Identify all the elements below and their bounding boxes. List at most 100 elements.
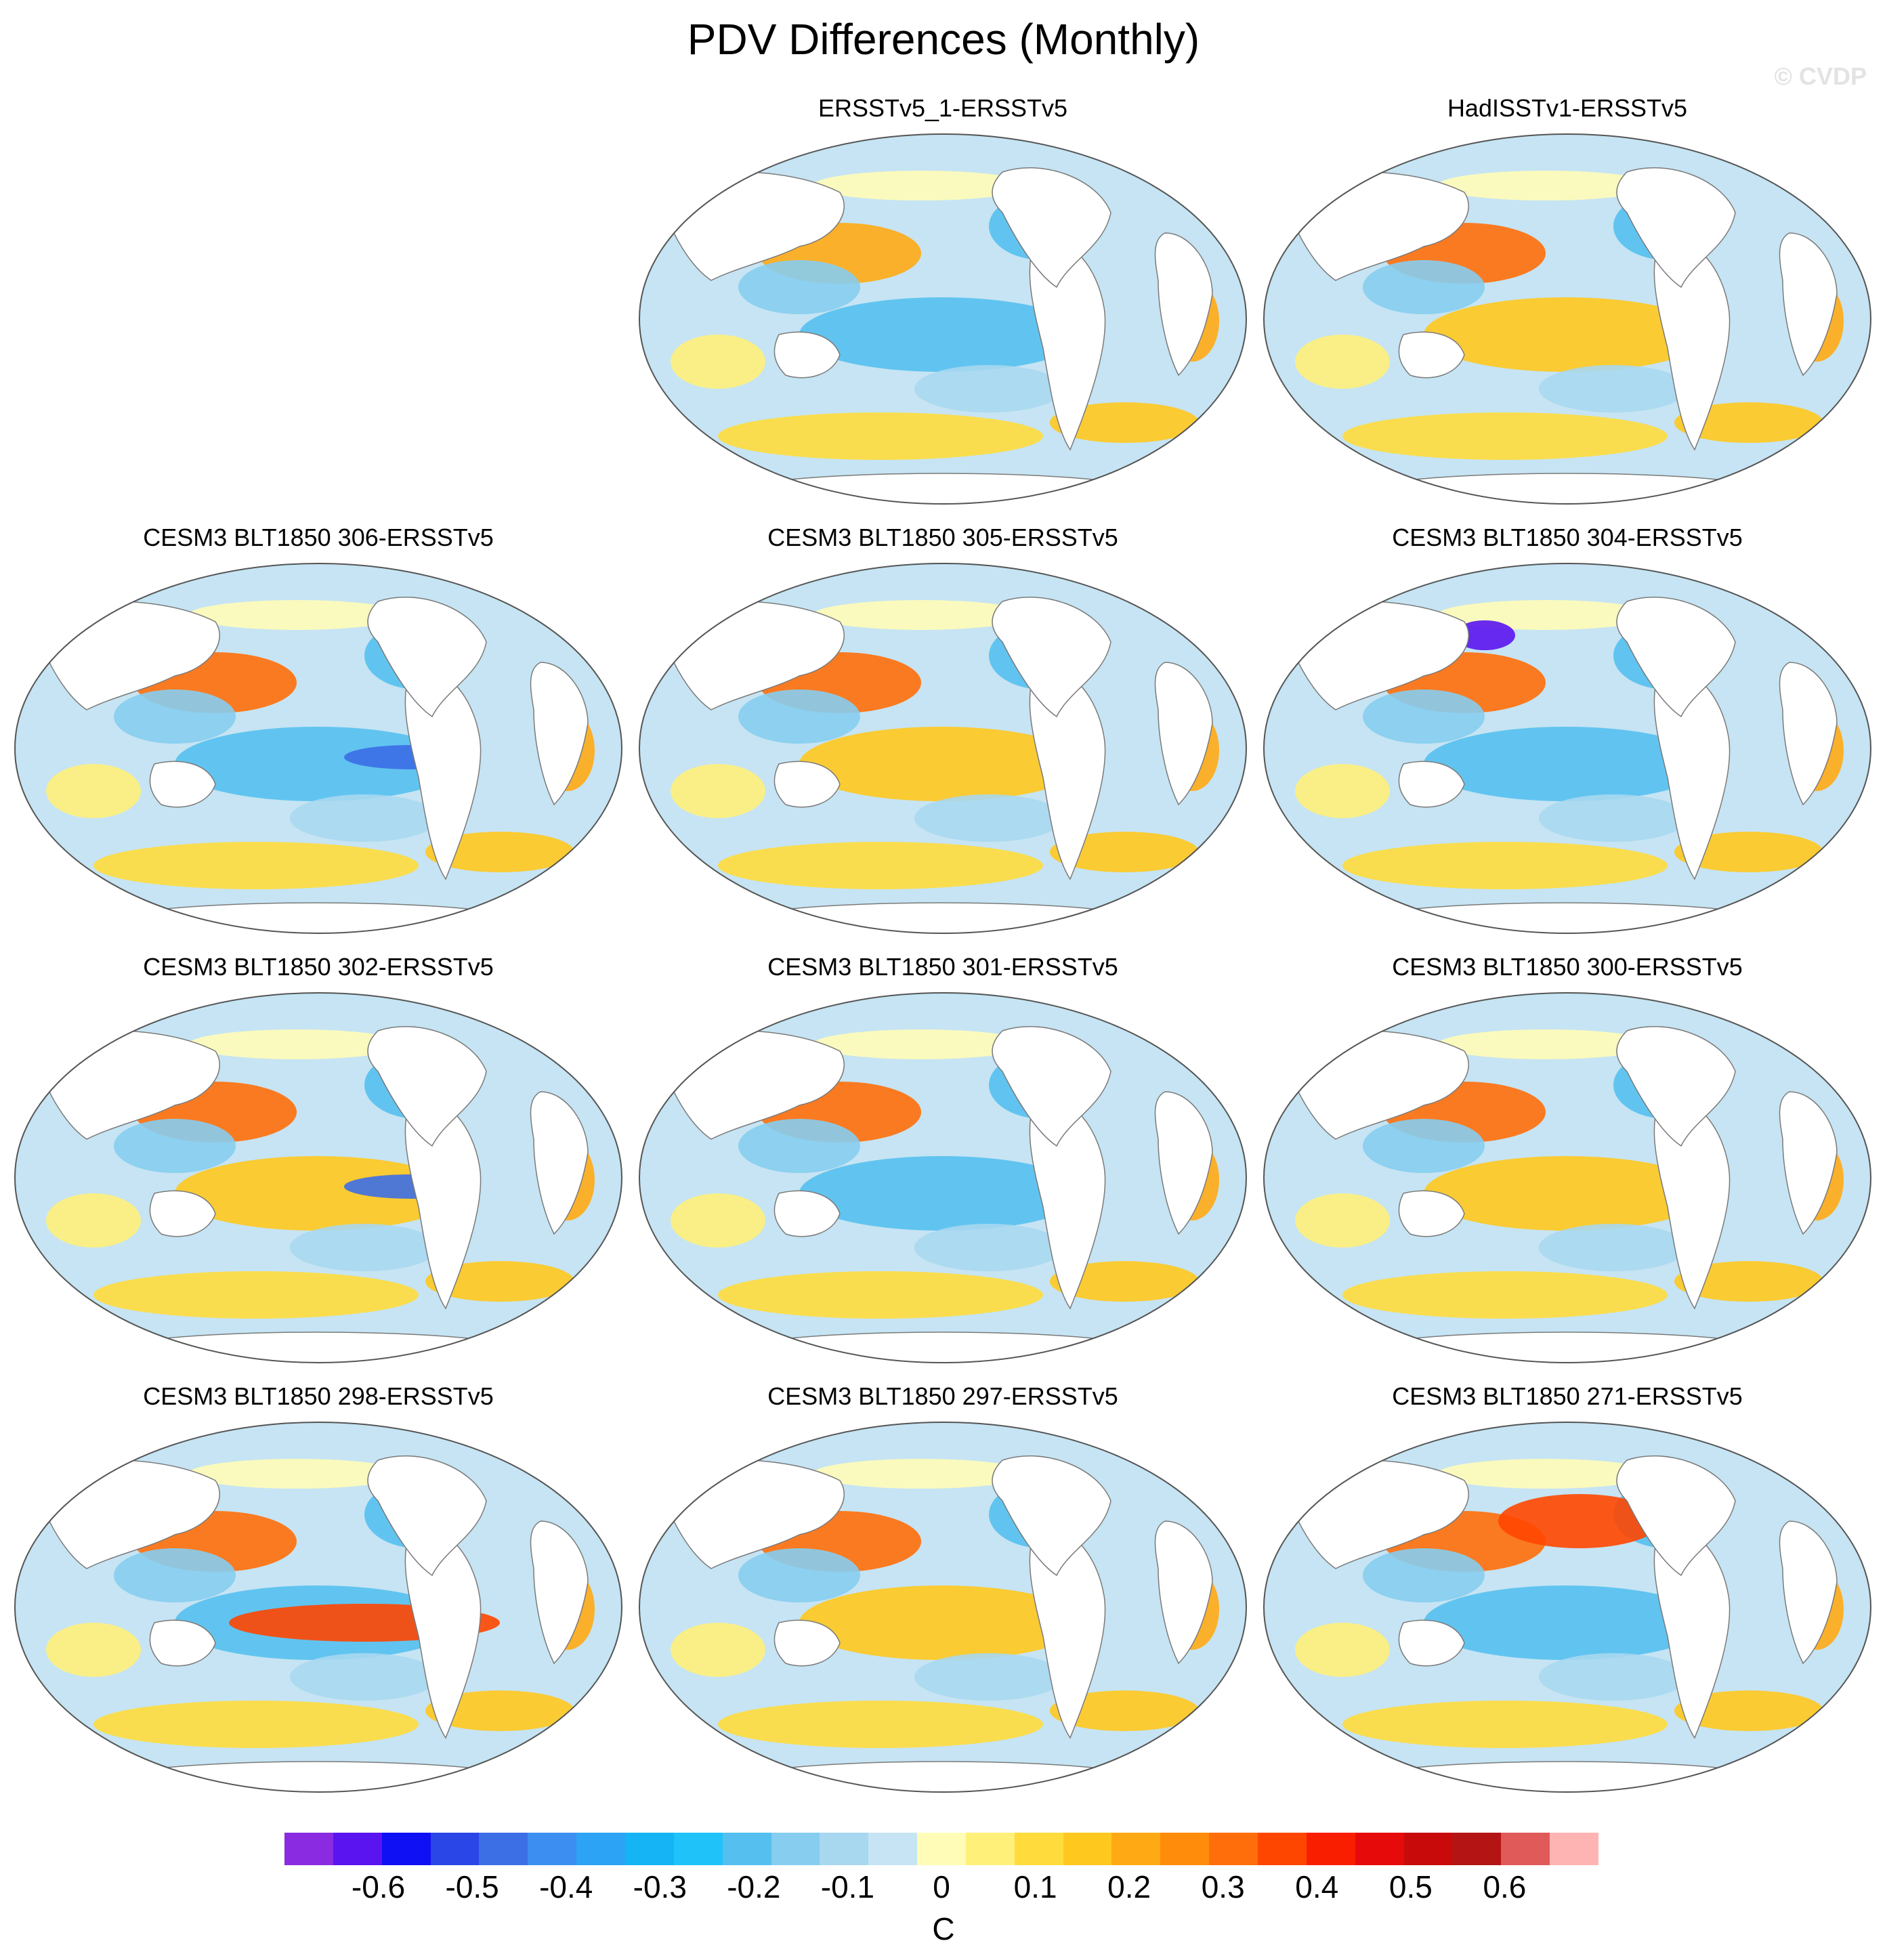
colorbar-segment	[673, 1833, 723, 1865]
australia-landmass	[1398, 761, 1465, 808]
arctic-anomaly	[1437, 1459, 1654, 1489]
north-america-landmass	[992, 597, 1111, 718]
north-america-landmass	[367, 597, 487, 718]
africa-landmass	[1779, 232, 1838, 377]
colorbar-tick-label: -0.6	[351, 1869, 406, 1904]
robinson-map	[14, 992, 622, 1363]
southern-ocean-anomaly	[718, 1701, 1043, 1748]
panel-title: CESM3 BLT1850 271-ERSSTv5	[1392, 1382, 1743, 1410]
map-border	[1263, 1422, 1871, 1793]
south-atlantic-anomaly	[1674, 402, 1823, 443]
colorbar-unit-label: C	[932, 1911, 955, 1946]
colorbar-segment	[771, 1833, 820, 1865]
bering-sea-anomaly	[1454, 620, 1515, 650]
west-pacific-anomaly	[114, 689, 236, 744]
south-america-landmass	[1029, 1527, 1106, 1739]
south-america-landmass	[404, 1527, 482, 1739]
australia-landmass	[773, 331, 841, 379]
tropical-pacific-anomaly	[799, 1156, 1084, 1231]
southern-ocean-anomaly	[1342, 842, 1668, 889]
tropical-pacific-anomaly	[799, 1585, 1084, 1660]
colorbar-segment	[1209, 1833, 1258, 1865]
africa-landmass	[1154, 662, 1213, 806]
arctic-anomaly	[188, 1029, 405, 1059]
australia-landmass	[773, 761, 841, 808]
africa-landmass	[1779, 662, 1838, 806]
colorbar-tick-label: 0.6	[1483, 1869, 1527, 1904]
antarctica-landmass	[758, 1761, 1125, 1792]
figure-title: PDV Differences (Monthly)	[687, 15, 1200, 64]
south-atlantic-anomaly	[1674, 1261, 1823, 1302]
south-atlantic-anomaly	[1050, 402, 1199, 443]
southern-ocean-anomaly	[718, 1271, 1043, 1319]
indian-ocean-anomaly	[46, 1193, 141, 1248]
south-pacific-anomaly	[290, 1653, 439, 1701]
north-america-landmass	[1616, 1026, 1736, 1147]
arctic-anomaly	[813, 1459, 1030, 1489]
south-america-landmass	[404, 1097, 482, 1310]
map-panel-blt298: CESM3 BLT1850 298-ERSSTv5	[12, 1382, 624, 1795]
map-border	[1263, 563, 1871, 934]
antarctica-landmass	[133, 902, 501, 933]
robinson-map	[14, 563, 622, 934]
antarctica-landmass	[758, 473, 1125, 504]
south-pacific-anomaly	[1539, 1224, 1688, 1271]
tropical-pacific-anomaly	[799, 727, 1084, 801]
colorbar-segment	[624, 1833, 675, 1865]
south-america-landmass	[1653, 238, 1731, 451]
south-atlantic-anomaly	[1674, 832, 1823, 872]
colorbar-segment	[1452, 1833, 1502, 1865]
north-america-landmass	[367, 1026, 487, 1147]
colorbar-segment	[965, 1833, 1015, 1865]
australia-landmass	[1398, 1190, 1465, 1237]
australia-landmass	[1398, 331, 1465, 379]
colorbar-segment	[1501, 1833, 1550, 1865]
tropical-pacific-anomaly	[175, 727, 459, 801]
colorbar-tick-label: 0.2	[1107, 1869, 1151, 1904]
south-pacific-anomaly	[1539, 365, 1688, 412]
north-america-landmass	[992, 1455, 1111, 1577]
west-pacific-anomaly	[738, 1548, 860, 1602]
map-panel-blt300: CESM3 BLT1850 300-ERSSTv5	[1261, 952, 1873, 1365]
antarctica-landmass	[1382, 1331, 1750, 1363]
indian-ocean-anomaly	[671, 1623, 765, 1677]
arctic-anomaly	[813, 600, 1030, 630]
africa-landmass	[530, 1520, 589, 1665]
south-atlantic-anomaly	[1050, 1690, 1199, 1731]
colorbar-tick-label: 0.4	[1295, 1869, 1339, 1904]
africa-landmass	[1154, 1520, 1213, 1665]
australia-landmass	[149, 1619, 216, 1667]
south-america-landmass	[1029, 668, 1106, 880]
colorbar-segment	[820, 1833, 869, 1865]
southern-ocean-anomaly	[93, 842, 419, 889]
tropical-pacific-anomaly	[1424, 727, 1708, 801]
antarctica-landmass	[1382, 1761, 1750, 1792]
robinson-map	[639, 1422, 1247, 1793]
africa-landmass	[530, 1091, 589, 1235]
southern-ocean-anomaly	[718, 412, 1043, 460]
north-america-landmass	[992, 167, 1111, 289]
panel-title: CESM3 BLT1850 297-ERSSTv5	[767, 1382, 1118, 1410]
antarctica-landmass	[133, 1761, 501, 1792]
west-pacific-anomaly	[738, 1119, 860, 1173]
robinson-map	[14, 1422, 622, 1793]
africa-landmass	[1779, 1091, 1838, 1235]
indian-ocean-anomaly	[671, 764, 765, 818]
southern-ocean-anomaly	[1342, 1271, 1668, 1319]
robinson-map	[639, 563, 1247, 934]
arctic-anomaly	[1437, 171, 1654, 200]
colorbar-segment	[722, 1833, 771, 1865]
arctic-anomaly	[188, 1459, 405, 1489]
australia-landmass	[773, 1190, 841, 1237]
australia-landmass	[149, 761, 216, 808]
map-panel-hadisstv1: HadISSTv1-ERSSTv5	[1261, 93, 1873, 507]
south-america-landmass	[1653, 1527, 1731, 1739]
south-atlantic-anomaly	[1674, 1690, 1823, 1731]
indian-ocean-anomaly	[1295, 1193, 1390, 1248]
australia-landmass	[773, 1619, 841, 1667]
indian-ocean-anomaly	[1295, 335, 1390, 389]
colorbar-segment	[1063, 1833, 1112, 1865]
robinson-map	[1263, 563, 1871, 934]
indian-ocean-anomaly	[46, 1623, 141, 1677]
southern-ocean-anomaly	[93, 1701, 419, 1748]
